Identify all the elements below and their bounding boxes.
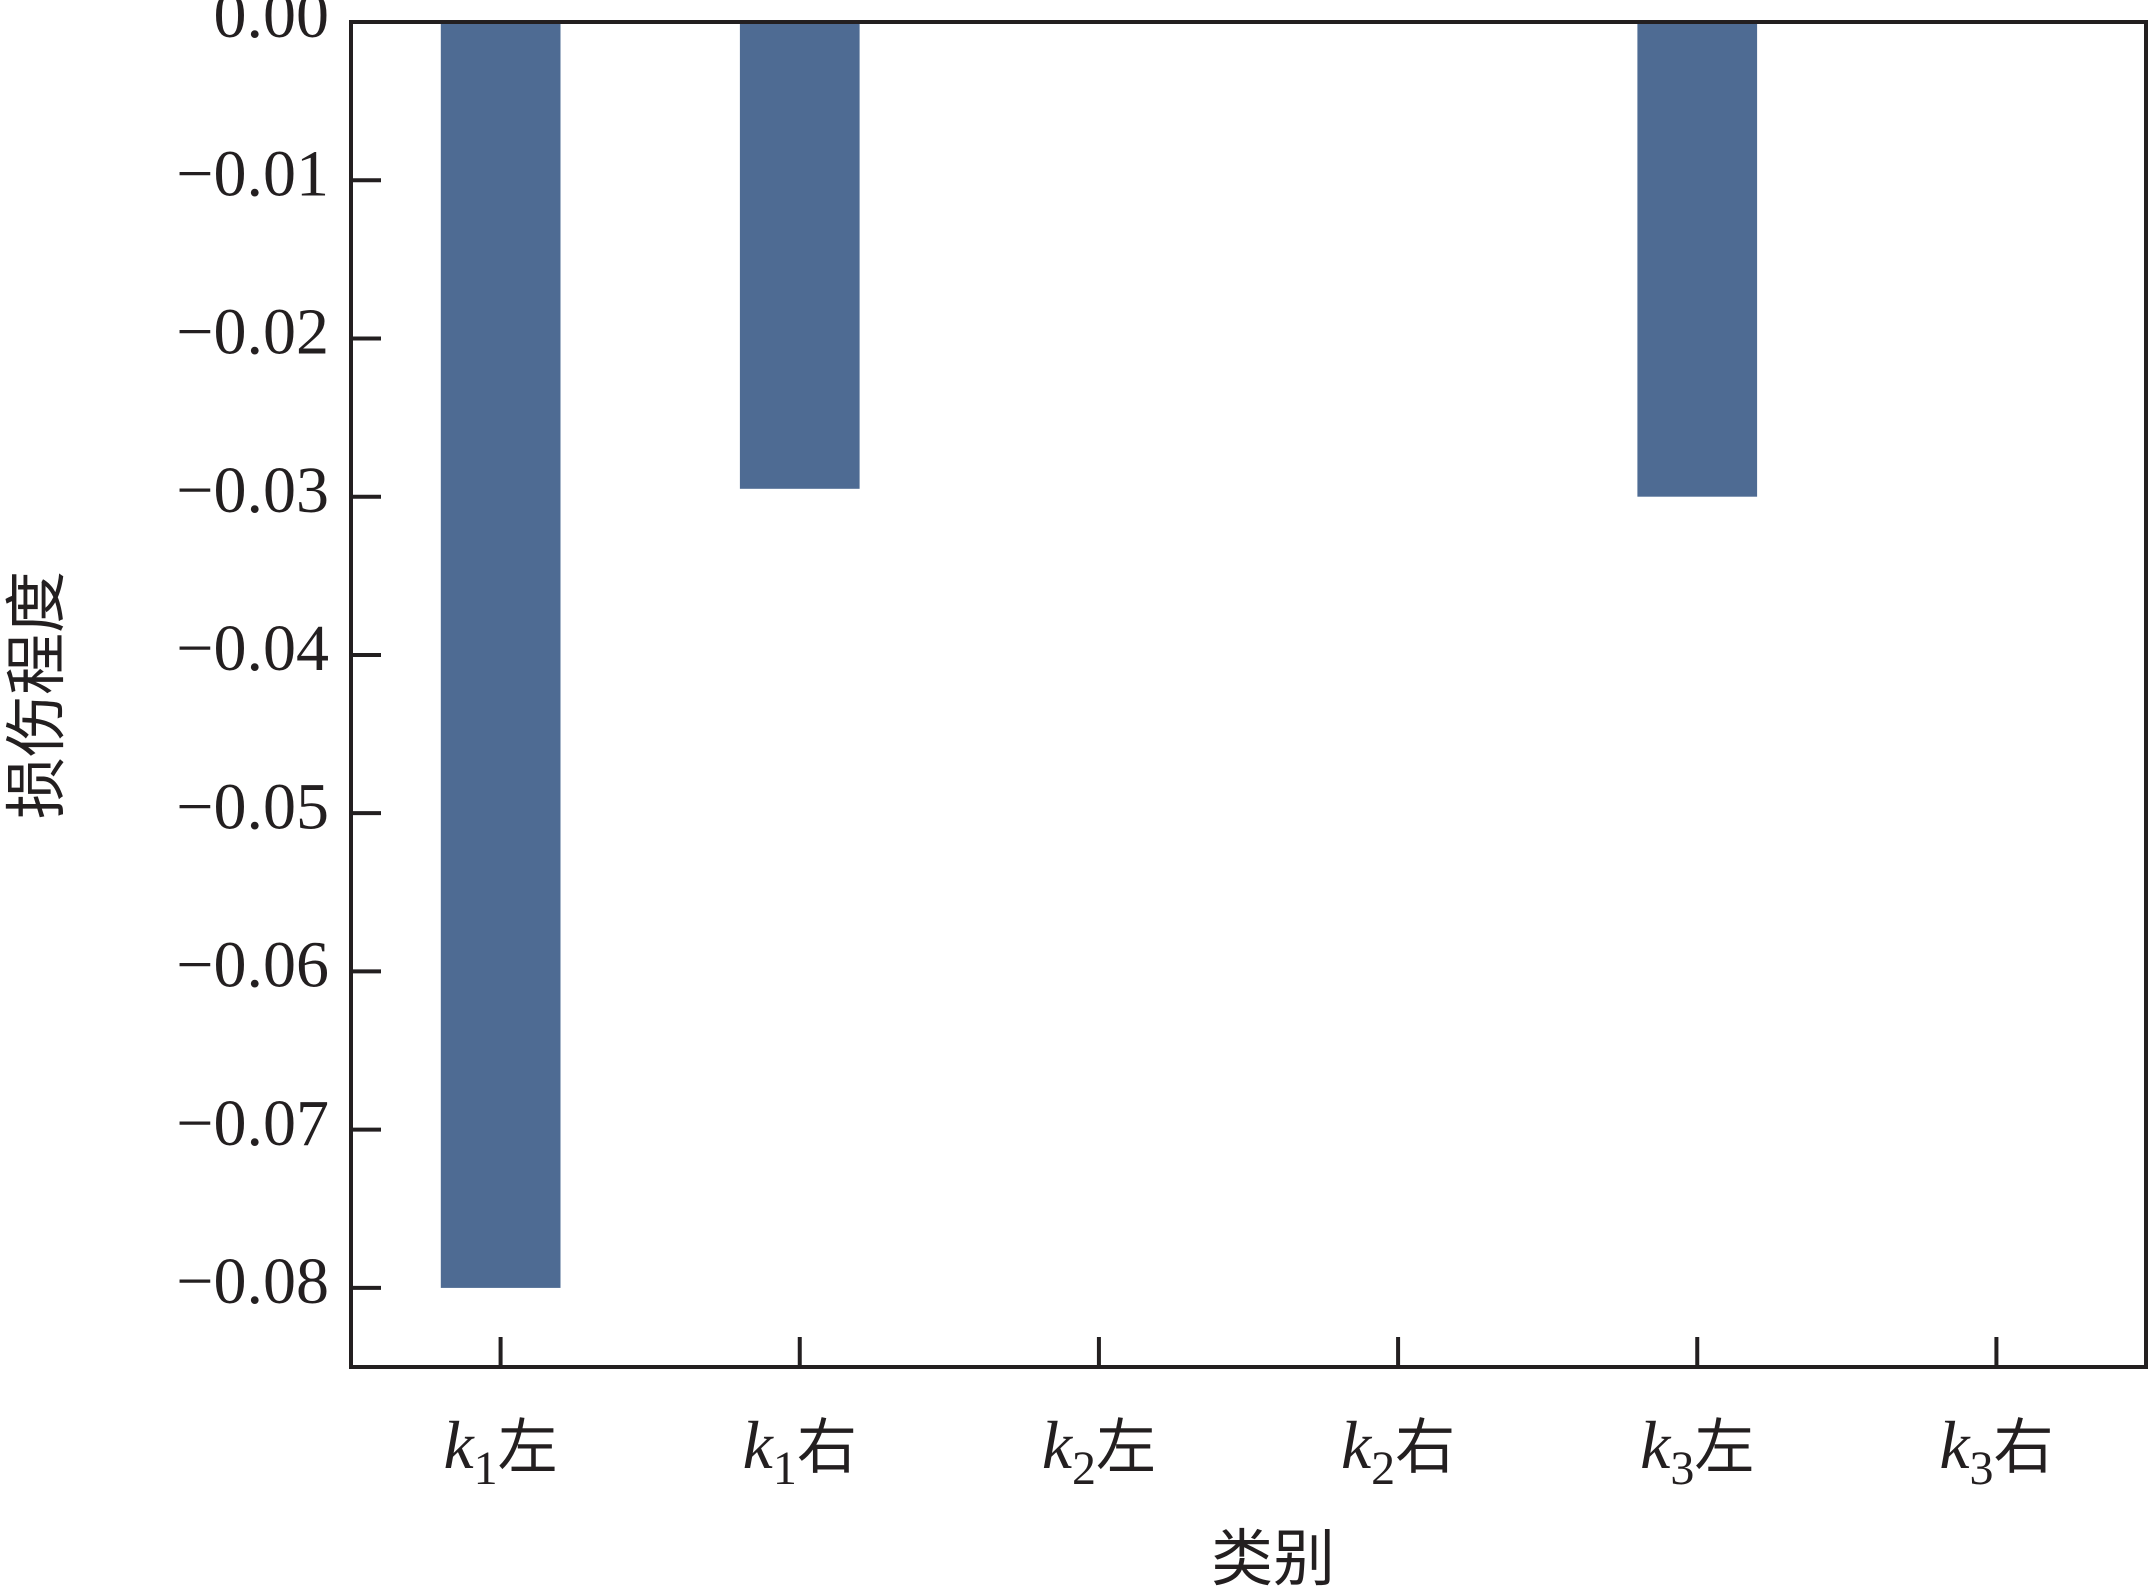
y-tick-label: −0.02 bbox=[176, 296, 329, 369]
x-tick-label: k2左 bbox=[1042, 1407, 1156, 1495]
x-tick-label: k3左 bbox=[1640, 1407, 1754, 1495]
y-axis-title: 损伤程度 bbox=[0, 571, 73, 819]
y-tick-label: −0.05 bbox=[176, 770, 329, 843]
y-axis: 0.00 −0.01 −0.02 −0.03 −0.04 −0.05 −0.06 −0.07 −… bbox=[176, 0, 381, 1318]
y-tick-label: −0.04 bbox=[176, 612, 329, 685]
bar bbox=[440, 22, 561, 1288]
y-tick-label: 0.00 bbox=[214, 0, 330, 52]
x-tick-label: k1右 bbox=[743, 1407, 857, 1495]
plot-frame bbox=[349, 20, 2148, 1369]
y-tick-label: −0.06 bbox=[176, 929, 329, 1002]
x-tick-label: k2右 bbox=[1341, 1407, 1455, 1495]
y-tick-label: −0.07 bbox=[176, 1087, 329, 1160]
x-tick-label: k3右 bbox=[1939, 1407, 2053, 1495]
x-axis-title: 类别 bbox=[1211, 1522, 1335, 1590]
y-tick-label: −0.08 bbox=[176, 1245, 329, 1318]
bars-group bbox=[440, 22, 1758, 1288]
y-tick-label: −0.03 bbox=[176, 454, 329, 527]
x-tick-label: k1左 bbox=[443, 1407, 557, 1495]
bar bbox=[1637, 22, 1758, 497]
x-axis: k1左 k1右 k2左 k2右 k3左 k3右 bbox=[443, 1337, 2054, 1495]
y-tick-label: −0.01 bbox=[176, 137, 329, 210]
bar bbox=[739, 22, 860, 489]
